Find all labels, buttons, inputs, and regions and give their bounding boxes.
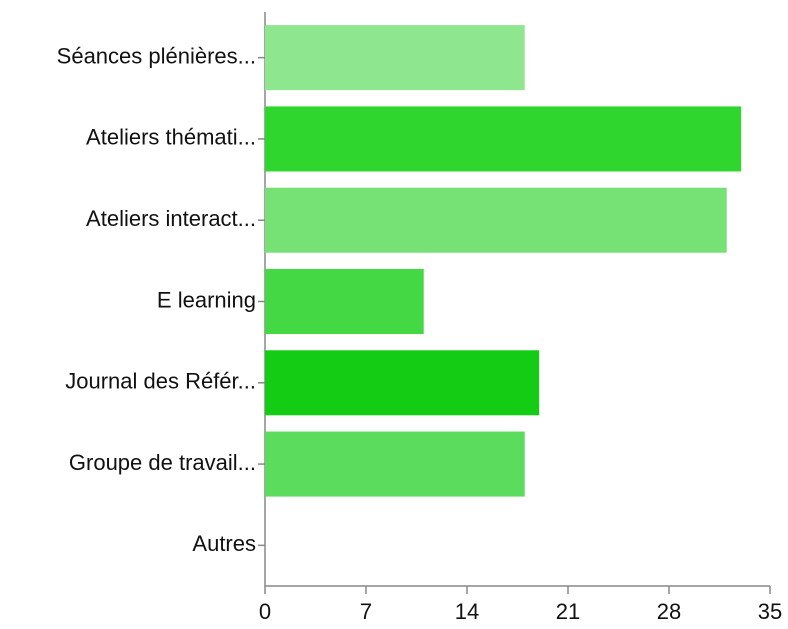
x-tick-label: 21: [556, 599, 580, 624]
bar: [265, 350, 540, 416]
x-tick-label: 0: [259, 599, 271, 624]
y-tick-label: Groupe de travail...: [69, 450, 256, 475]
bar: [265, 431, 525, 497]
y-tick-label: Autres: [192, 531, 256, 556]
bar: [265, 106, 742, 172]
x-tick-label: 35: [758, 599, 782, 624]
bar: [265, 268, 424, 335]
x-tick-label: 14: [455, 599, 479, 624]
y-tick-label: Journal des Référ...: [65, 369, 256, 394]
bar: [265, 187, 727, 253]
y-tick-label: Séances plénières...: [57, 43, 256, 68]
y-tick-label: E learning: [157, 287, 256, 312]
bar: [265, 25, 525, 91]
y-tick-label: Ateliers thémati...: [86, 125, 256, 150]
x-tick-label: 7: [360, 599, 372, 624]
y-tick-label: Ateliers interact...: [86, 206, 256, 231]
x-tick-label: 28: [657, 599, 681, 624]
